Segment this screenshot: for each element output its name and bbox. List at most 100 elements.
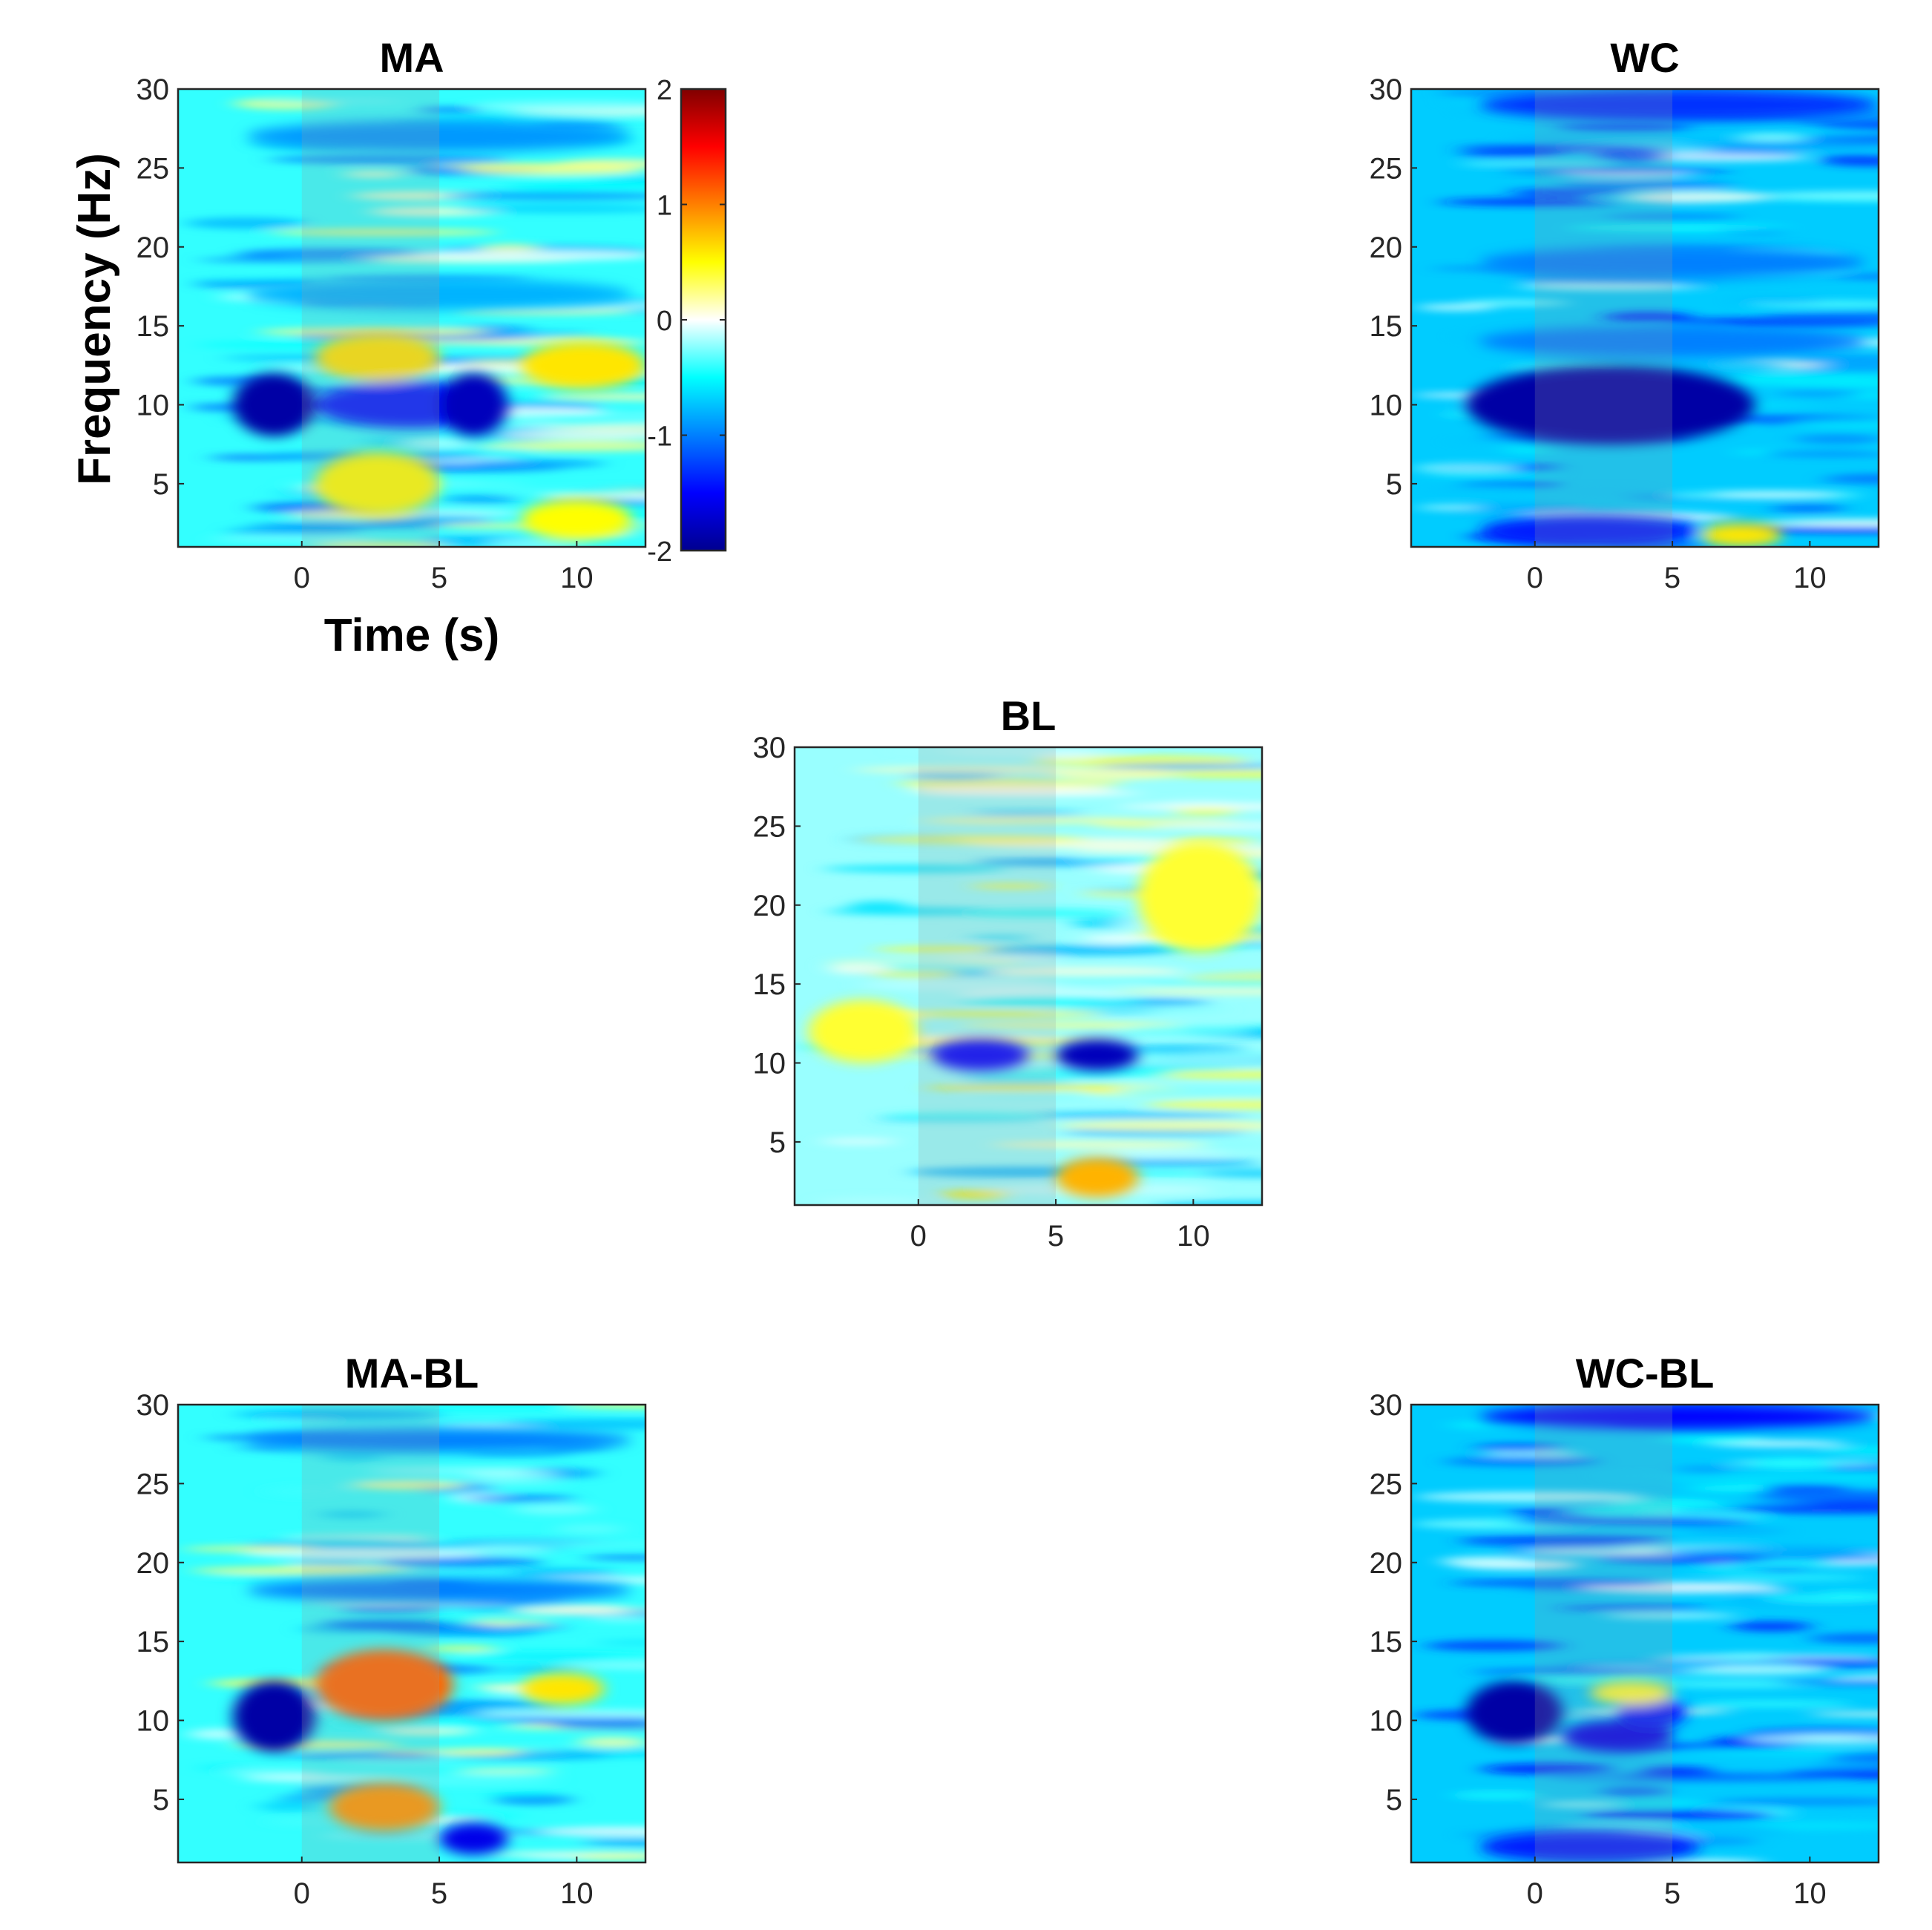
heatmap-stripe xyxy=(513,1503,595,1515)
heatmap-stripe xyxy=(257,327,496,337)
heatmap-stripe xyxy=(993,963,1055,969)
heatmap-feature xyxy=(522,341,645,390)
heatmap-feature xyxy=(246,1578,632,1602)
heatmap-stripe xyxy=(507,1568,618,1578)
heatmap-stripe xyxy=(1729,1621,1813,1632)
heatmap-feature xyxy=(1466,1681,1563,1744)
y-tick-label: 20 xyxy=(1370,1547,1403,1580)
x-tick-label: 0 xyxy=(1527,562,1543,594)
heatmap-stripe xyxy=(968,935,1034,940)
heatmap-stripe xyxy=(487,537,587,547)
heatmap-feature xyxy=(1138,841,1262,953)
heatmap-stripe xyxy=(1198,1169,1262,1178)
heatmap-stripe xyxy=(381,1728,473,1736)
heatmap-feature xyxy=(439,1822,508,1855)
heatmap-stripe xyxy=(1557,123,1693,132)
panel-title: MA xyxy=(379,34,444,81)
heatmap-stripe xyxy=(921,790,1144,796)
heatmap-stripe xyxy=(1668,283,1879,289)
heatmap-stripe xyxy=(1417,505,1483,511)
heatmap-stripe xyxy=(829,963,892,975)
heatmap-stripe xyxy=(589,1615,645,1622)
heatmap-stripe xyxy=(342,171,405,178)
y-tick-label: 30 xyxy=(137,1389,170,1422)
heatmap-stripe xyxy=(562,1405,645,1409)
heatmap-stripe xyxy=(817,1196,932,1205)
heatmap-stripe xyxy=(352,1831,421,1837)
x-tick-label: 5 xyxy=(1048,1220,1064,1253)
heatmap-stripe xyxy=(536,1827,645,1837)
heatmap-stripe xyxy=(482,1790,556,1796)
stimulus-window-shade xyxy=(301,1405,440,1862)
y-tick-label: 5 xyxy=(1386,468,1402,501)
heatmap-stripe xyxy=(880,1112,1048,1121)
axes-box xyxy=(793,746,1264,1207)
heatmap-stripe xyxy=(1439,198,1624,206)
colorbar-gradient xyxy=(680,88,727,552)
heatmap-stripe xyxy=(1461,299,1570,306)
panel-wc-bl: WC-BL 5 10 15 20 25 30 0 5 10 xyxy=(1370,1350,1880,1910)
heatmap-stripe xyxy=(1820,120,1879,130)
heatmap-stripe xyxy=(269,229,499,236)
heatmap-stripe xyxy=(437,1748,521,1756)
heatmap-stripe xyxy=(417,107,482,114)
heatmap-stripe xyxy=(960,1069,1174,1079)
heatmap-stripe xyxy=(1415,1491,1644,1503)
heatmap-stripe xyxy=(1657,1546,1879,1557)
heatmap-stripe xyxy=(1791,419,1879,429)
heatmap-stripe xyxy=(1574,1507,1657,1516)
heatmap-stripe xyxy=(1450,1579,1664,1587)
heatmap-stripe xyxy=(1183,1051,1262,1058)
x-tick-label: 0 xyxy=(294,1877,310,1910)
heatmap-stripe xyxy=(311,1775,557,1787)
heatmap-stripe xyxy=(1770,503,1846,513)
heatmap-stripe xyxy=(1827,1751,1879,1763)
heatmap-stripe xyxy=(1505,135,1747,140)
heatmap-stripe xyxy=(1719,1575,1867,1581)
x-tick-label: 0 xyxy=(294,562,310,594)
heatmap-feature xyxy=(1479,89,1879,121)
axes-box xyxy=(177,88,647,548)
heatmap-stripe xyxy=(1713,491,1841,496)
heatmap-stripe xyxy=(1809,1762,1879,1770)
heatmap-stripe xyxy=(924,1084,1127,1092)
heatmap-feature xyxy=(1700,523,1783,547)
heatmap-stripe xyxy=(1438,89,1557,96)
panel-title: MA-BL xyxy=(345,1350,479,1396)
heatmap-stripe xyxy=(209,536,378,542)
heatmap-stripe xyxy=(1416,303,1495,312)
heatmap-stripe xyxy=(555,1523,624,1535)
y-tick-label: 30 xyxy=(1370,1389,1403,1422)
y-tick-label: 30 xyxy=(1370,73,1403,106)
colorbar-tick-label: 1 xyxy=(657,191,672,222)
panel-ma-bl: MA-BL 5 10 15 20 25 30 0 5 10 xyxy=(137,1350,647,1910)
heatmap-stripe xyxy=(1436,502,1586,514)
heatmap-stripe xyxy=(940,1189,1010,1200)
heatmap-stripe xyxy=(1517,283,1709,291)
heatmap-feature xyxy=(1479,1831,1701,1862)
stimulus-window-shade xyxy=(918,747,1057,1205)
colorbar: 2 1 0 -1 -2 xyxy=(647,75,727,568)
heatmap-feature xyxy=(233,372,316,437)
heatmap-stripe xyxy=(1755,1657,1879,1664)
heatmap-stripe xyxy=(466,1495,576,1503)
heatmap-feature xyxy=(1479,326,1865,358)
heatmap-stripe xyxy=(268,154,511,165)
heatmap-stripe xyxy=(1034,1007,1231,1012)
stimulus-window-shade xyxy=(1534,1405,1673,1862)
heatmap-feature xyxy=(1466,365,1755,444)
heatmap-texture xyxy=(183,1405,645,1861)
heatmap-stripe xyxy=(1763,450,1879,457)
heatmap-feature xyxy=(315,452,440,516)
heatmap-stripe xyxy=(1051,780,1125,786)
heatmap-stripe xyxy=(1744,1489,1879,1497)
heatmap-stripe xyxy=(1675,1465,1735,1474)
y-tick-label: 25 xyxy=(137,1468,170,1500)
heatmap-stripe xyxy=(1648,358,1793,370)
heatmap-feature xyxy=(808,1000,919,1063)
heatmap-stripe xyxy=(1763,1484,1849,1492)
heatmap-feature xyxy=(1617,1696,1686,1729)
heatmap-stripe xyxy=(453,308,633,315)
heatmap-stripe xyxy=(1591,150,1669,162)
heatmap-stripe xyxy=(409,1629,536,1638)
